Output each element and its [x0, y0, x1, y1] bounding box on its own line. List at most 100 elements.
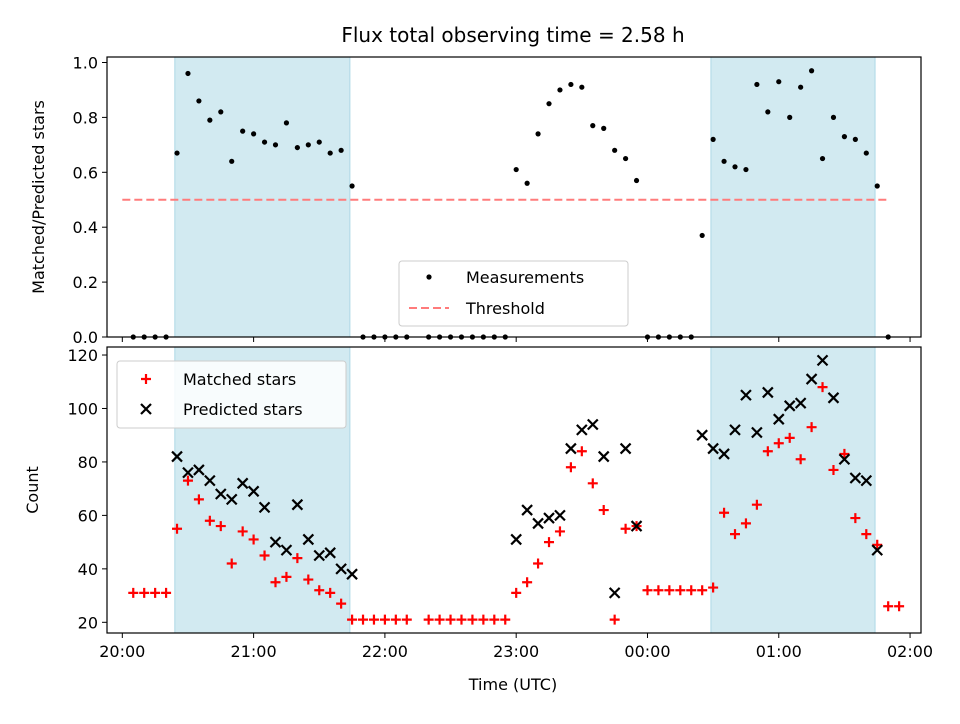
predicted-point	[586, 418, 599, 431]
measurement-point	[294, 144, 300, 151]
measurement-point	[852, 136, 858, 142]
matched-point	[828, 464, 839, 475]
measurement-point	[699, 232, 705, 239]
predicted-point	[247, 485, 260, 498]
predicted-point	[740, 389, 752, 401]
y-tick-label: 0.4	[73, 218, 98, 237]
predicted-point	[215, 488, 227, 500]
predicted-point	[565, 442, 577, 455]
x-tick-label: 22:00	[362, 642, 408, 661]
measurement-point	[240, 128, 246, 134]
measurement-point	[261, 139, 268, 145]
matched-point	[379, 614, 390, 625]
predicted-point	[707, 442, 719, 455]
measurement-point	[174, 150, 180, 156]
legend-box	[398, 260, 629, 327]
predicted-point	[597, 450, 610, 463]
measurement-point	[546, 101, 552, 107]
matched-point	[445, 614, 456, 625]
matched-point	[587, 478, 598, 489]
measurement-point	[830, 114, 837, 120]
legend-box	[116, 360, 347, 429]
x-tick-label: 20:00	[99, 642, 145, 661]
matched-point	[303, 574, 314, 585]
matched-point	[423, 614, 434, 625]
predicted-point	[193, 464, 205, 476]
measurement-point	[633, 177, 640, 184]
matched-point	[544, 537, 555, 548]
predicted-point	[346, 568, 358, 580]
matched-point	[270, 577, 281, 588]
predicted-point	[576, 424, 588, 436]
y-tick-label: 0.0	[73, 328, 98, 347]
matched-point	[314, 585, 325, 596]
predicted-point	[280, 544, 293, 556]
matched-point	[281, 571, 292, 582]
matched-point	[522, 577, 533, 588]
measurement-point	[732, 164, 738, 170]
chart-title: Flux total observing time = 2.58 h	[341, 23, 684, 47]
predicted-point	[849, 472, 862, 484]
measurement-point	[327, 150, 333, 156]
matched-point	[894, 601, 905, 612]
matched-point	[762, 446, 773, 457]
x-tick-label: 21:00	[231, 642, 277, 661]
matched-point	[161, 587, 172, 598]
matched-point	[128, 587, 139, 598]
y-tick-label: 60	[78, 506, 98, 525]
legend-marker	[140, 403, 152, 415]
predicted-point	[510, 533, 522, 546]
predicted-point	[630, 520, 643, 532]
measurement-point	[524, 180, 530, 186]
matched-point	[347, 614, 358, 625]
matched-point	[204, 515, 215, 526]
matched-point	[237, 526, 248, 537]
matched-point	[740, 518, 751, 529]
measurement-point	[196, 98, 202, 104]
y-tick-label: 120	[67, 346, 98, 365]
measurement-point	[305, 142, 311, 148]
predicted-point	[313, 549, 326, 562]
y-tick-label: 40	[78, 560, 98, 579]
matched-point	[248, 534, 259, 545]
measurement-point	[185, 70, 191, 77]
measurement-point	[229, 158, 235, 164]
legend-marker	[426, 274, 432, 280]
predicted-point	[554, 509, 566, 522]
matched-point	[325, 587, 336, 598]
matched-point	[456, 614, 467, 625]
top-panel: 0.0 0.2 0.4 0.6 0.8 1.0 Matched/Predicted star…	[29, 53, 922, 347]
bottom-panel: 20:00 21:00 22:00 23:00 00:00 01:00 02:00 20 40 6…	[23, 346, 933, 661]
measurement-point	[272, 142, 279, 148]
x-tick-label: 23:00	[493, 642, 539, 661]
matched-point	[401, 614, 412, 625]
measurement-point	[841, 134, 848, 140]
matched-point	[215, 521, 226, 532]
matched-point	[839, 448, 850, 459]
y-tick-label: 0.2	[73, 273, 98, 292]
predicted-point	[860, 474, 873, 487]
measurement-point	[874, 183, 880, 189]
legend-label: Measurements	[466, 268, 584, 287]
predicted-point	[236, 477, 249, 490]
y-tick-label: 0.8	[73, 108, 98, 127]
measurement-point	[579, 84, 585, 90]
matched-point	[259, 550, 270, 561]
legend-label: Predicted stars	[183, 400, 303, 419]
measurement-point	[754, 81, 760, 88]
matched-point	[861, 529, 872, 540]
predicted-point	[543, 512, 555, 524]
matched-point	[368, 614, 379, 625]
legend-label: Threshold	[465, 299, 545, 318]
predicted-point	[871, 544, 884, 556]
predicted-point	[182, 466, 194, 479]
matched-point	[730, 529, 741, 540]
predicted-point	[696, 429, 708, 441]
matched-point	[390, 614, 401, 625]
measurement-point	[568, 81, 574, 88]
measurement-point	[808, 68, 815, 74]
predicted-point	[794, 397, 807, 409]
measurement-point	[349, 183, 355, 189]
plot-frame	[106, 56, 922, 338]
